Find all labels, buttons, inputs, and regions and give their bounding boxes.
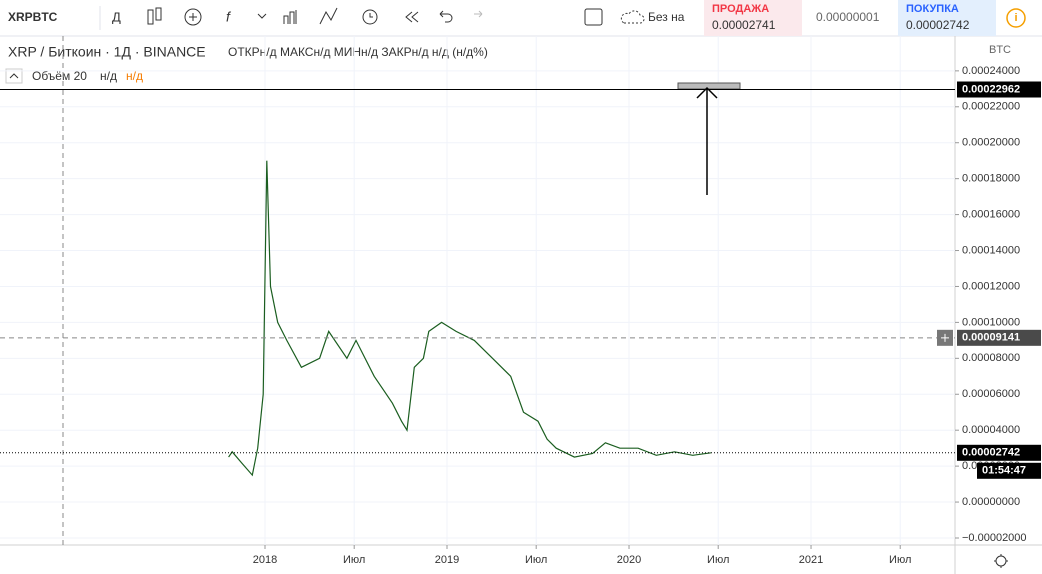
collapse-icon — [9, 73, 19, 79]
x-tick-label: Июл — [707, 554, 729, 566]
info-glyph: i — [1014, 12, 1017, 24]
y-tick-label: 0.00014000 — [962, 244, 1020, 256]
y-tick-label: 0.00016000 — [962, 208, 1020, 220]
y-tick-label: 0.00004000 — [962, 424, 1020, 436]
countdown: 01:54:47 — [982, 465, 1026, 477]
buy-box[interactable] — [898, 0, 996, 36]
crosshair-line-label: 0.00009141 — [962, 332, 1020, 344]
volume-label: Объём 20 — [32, 69, 87, 83]
y-tick-label: 0.00006000 — [962, 388, 1020, 400]
y-tick-label: −0.00002000 — [962, 532, 1027, 544]
volume-value: н/д — [100, 69, 117, 83]
y-unit: BTC — [989, 44, 1011, 56]
annotation-box — [677, 82, 741, 90]
settings-ticks — [994, 554, 1008, 568]
high-line-label: 0.00022962 — [962, 83, 1020, 95]
crosshair-line-tag — [957, 329, 1041, 346]
volume-value2: н/д — [126, 69, 143, 83]
x-tick-label: 2020 — [617, 554, 641, 566]
toolbar — [0, 0, 1042, 36]
buy-price: 0.00002742 — [906, 18, 970, 32]
info-icon[interactable] — [1006, 8, 1026, 28]
x-tick-label: Июл — [525, 554, 547, 566]
x-tick-label: 2018 — [253, 554, 277, 566]
settings-icon[interactable] — [995, 555, 1007, 567]
y-tick-label: 0.00022000 — [962, 101, 1020, 113]
y-tick-label: 0.00024000 — [962, 65, 1020, 77]
price-line — [228, 160, 711, 477]
annotation-arrow — [696, 86, 718, 195]
template[interactable]: Без на — [648, 10, 685, 24]
collapse-btn[interactable] — [5, 68, 23, 84]
y-tick-label: 0.00000000 — [962, 496, 1020, 508]
add-icon — [941, 333, 949, 342]
x-tick-label: Июл — [889, 554, 911, 566]
y-tick-label: 0.00010000 — [962, 316, 1020, 328]
ohlc: ОТКРн/д МАКСн/д МИНн/д ЗАКРн/д н/д (н/д%… — [228, 45, 488, 59]
buy-label: ПОКУПКА — [906, 3, 959, 15]
x-tick-label: 2021 — [799, 554, 823, 566]
symbol[interactable]: XRPBTC — [8, 10, 58, 24]
toolbar-icons[interactable]: f — [147, 7, 645, 26]
y-tick-label: 0.00008000 — [962, 352, 1020, 364]
y-tick-label: 0.00018000 — [962, 173, 1020, 185]
spread: 0.00000001 — [816, 10, 880, 24]
sell-label: ПРОДАЖА — [712, 3, 769, 15]
high-line-tag — [957, 81, 1041, 98]
x-tick-label: 2019 — [435, 554, 459, 566]
countdown-tag — [977, 462, 1041, 479]
sell-box[interactable] — [704, 0, 802, 36]
y-tick-label: 0.00020000 — [962, 137, 1020, 149]
chart-title: XRP / Биткоин · 1Д · BINANCE — [8, 44, 206, 60]
x-tick-label: Июл — [343, 554, 365, 566]
last-price-line-tag — [957, 444, 1041, 461]
sell-price: 0.00002741 — [712, 18, 776, 32]
last-price-line-label: 0.00002742 — [962, 447, 1020, 459]
interval[interactable]: Д — [112, 9, 121, 24]
svg-text:f: f — [226, 9, 232, 25]
y-tick-label: 0.00012000 — [962, 280, 1020, 292]
